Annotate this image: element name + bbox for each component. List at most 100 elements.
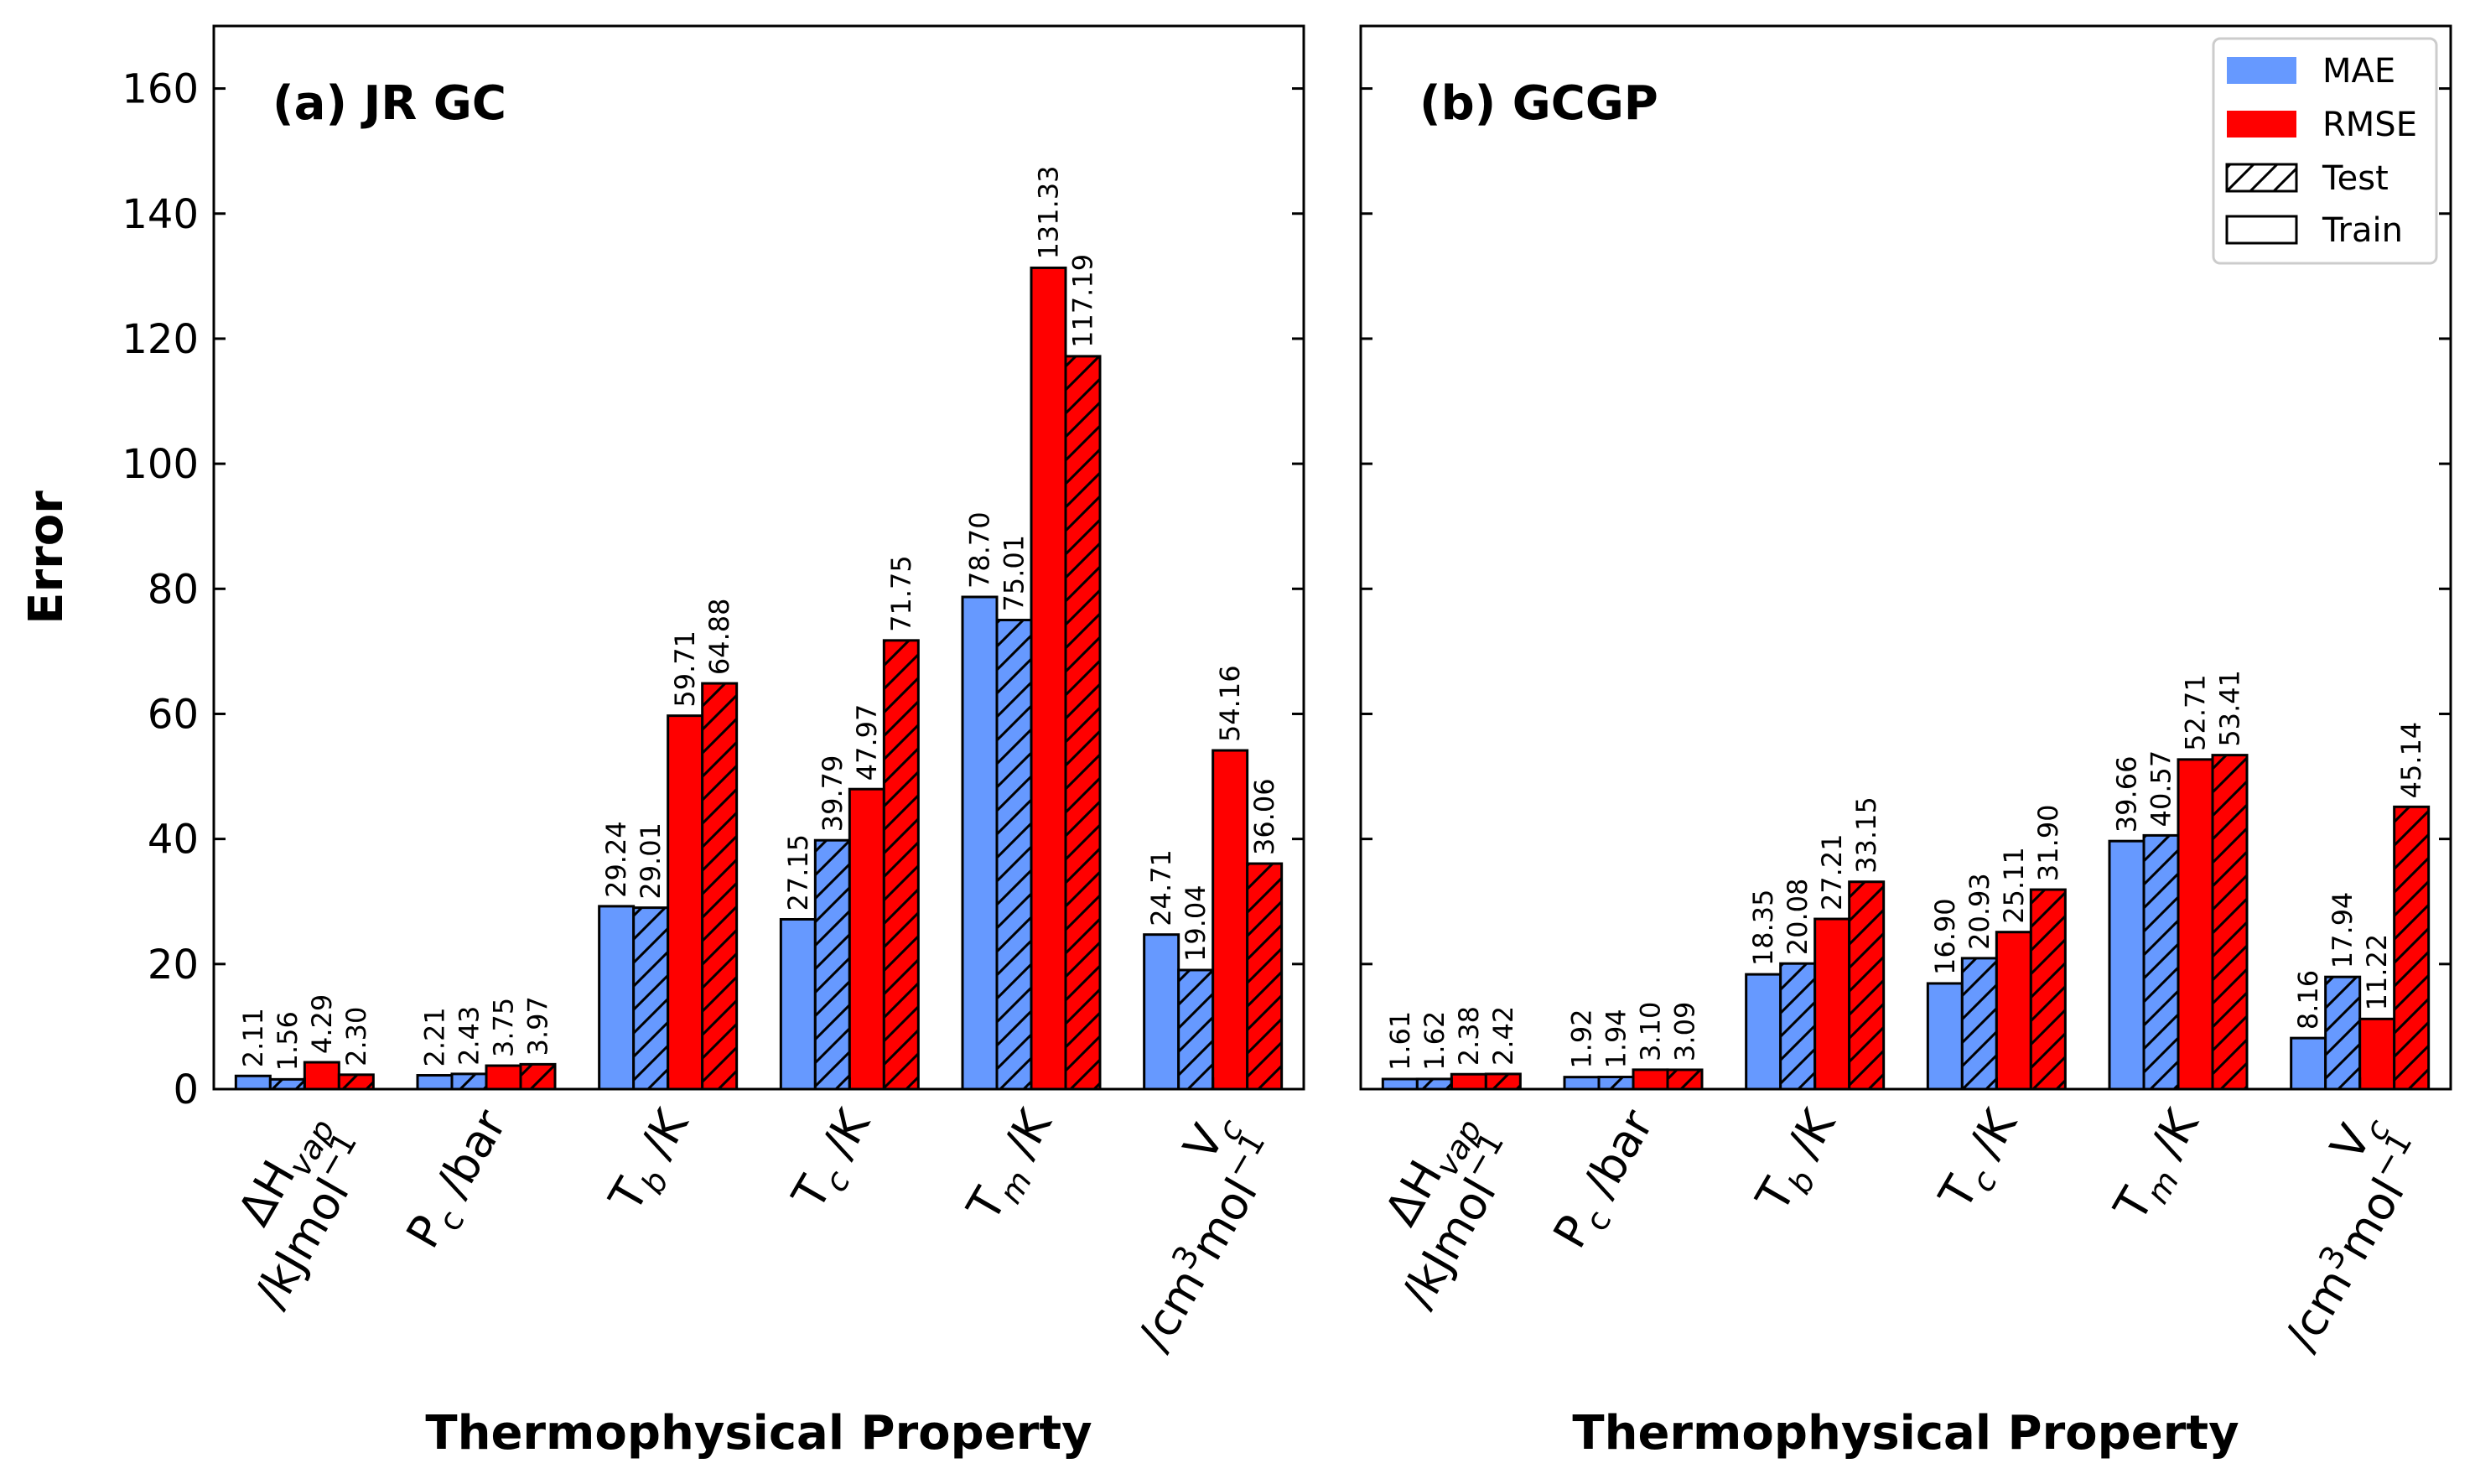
data-label: 36.06 bbox=[1248, 778, 1280, 855]
bar-rmse-train bbox=[1450, 1072, 1487, 1091]
bar-rmse-train bbox=[1813, 917, 1851, 1091]
data-label: 64.88 bbox=[703, 598, 735, 675]
bar-hatch-mae-test bbox=[1780, 963, 1815, 1089]
bar-hatch-mae-test bbox=[1962, 957, 1997, 1089]
data-label: 3.97 bbox=[522, 996, 554, 1056]
data-label: 2.38 bbox=[1453, 1006, 1485, 1066]
legend-label-mae: MAE bbox=[2322, 52, 2395, 91]
data-label: 1.61 bbox=[1384, 1011, 1416, 1071]
legend-label-rmse: RMSE bbox=[2322, 106, 2417, 144]
bar-hatch-rmse-test bbox=[1486, 1073, 1521, 1089]
panel-title: (a) JR GC bbox=[272, 76, 506, 131]
bar-hatch-mae-test bbox=[270, 1079, 305, 1089]
bar-hatch-mae-test bbox=[633, 907, 668, 1089]
data-label: 11.22 bbox=[2361, 934, 2393, 1011]
data-label: 47.97 bbox=[851, 704, 883, 781]
bar-hatch-rmse-test bbox=[884, 640, 919, 1089]
y-tick-label: 80 bbox=[148, 566, 199, 613]
data-label: 27.15 bbox=[782, 834, 814, 911]
data-label: 40.57 bbox=[2146, 750, 2177, 828]
data-label: 2.43 bbox=[454, 1006, 485, 1066]
data-label: 2.11 bbox=[237, 1008, 269, 1067]
data-label: 75.01 bbox=[999, 535, 1030, 612]
data-label: 2.21 bbox=[419, 1007, 451, 1066]
data-label: 20.93 bbox=[1964, 873, 1995, 950]
bar-mae-train bbox=[416, 1074, 454, 1091]
bar-hatch-rmse-test bbox=[1066, 355, 1100, 1089]
data-label: 2.42 bbox=[1487, 1006, 1519, 1066]
y-axis-title: Error bbox=[19, 490, 74, 625]
data-label: 117.19 bbox=[1067, 254, 1099, 348]
bar-mae-train bbox=[779, 917, 817, 1091]
bar-hatch-mae-test bbox=[997, 620, 1031, 1089]
bar-mae-train bbox=[1143, 933, 1180, 1091]
bar-rmse-train bbox=[485, 1064, 522, 1091]
legend: MAE RMSE Test Train bbox=[2212, 37, 2438, 265]
bar-hatch-rmse-test bbox=[702, 683, 737, 1089]
bar-hatch-rmse-test bbox=[2394, 807, 2429, 1089]
bar-hatch-rmse-test bbox=[1247, 864, 1282, 1089]
bar-rmse-train bbox=[2358, 1017, 2396, 1091]
y-tick-label: 100 bbox=[122, 441, 199, 488]
data-label: 1.94 bbox=[1601, 1009, 1632, 1068]
bar-mae-train bbox=[1926, 982, 1964, 1091]
bar-rmse-train bbox=[2177, 758, 2214, 1091]
data-label: 20.08 bbox=[1782, 879, 1813, 956]
data-label: 59.71 bbox=[669, 630, 701, 708]
bar-hatch-rmse-test bbox=[2213, 755, 2247, 1089]
data-label: 1.92 bbox=[1566, 1009, 1598, 1068]
legend-label-train: Train bbox=[2322, 211, 2403, 250]
data-label: 52.71 bbox=[2180, 674, 2212, 751]
y-tick-label: 0 bbox=[173, 1066, 199, 1113]
bar-hatch-rmse-test bbox=[2031, 890, 2066, 1089]
data-label: 39.66 bbox=[2111, 756, 2143, 833]
bar-rmse-train bbox=[1212, 749, 1249, 1091]
data-label: 1.56 bbox=[272, 1011, 304, 1071]
x-axis-title: Thermophysical Property bbox=[1572, 1406, 2239, 1461]
bar-hatch-mae-test bbox=[1599, 1077, 1633, 1089]
y-tick-label: 160 bbox=[122, 66, 199, 113]
bar-mae-train bbox=[2108, 839, 2146, 1091]
data-label: 18.35 bbox=[1747, 890, 1779, 967]
data-label: 29.24 bbox=[600, 821, 632, 898]
bar-mae-train bbox=[1745, 973, 1782, 1091]
data-label: 3.10 bbox=[1635, 1002, 1667, 1061]
data-label: 53.41 bbox=[2214, 670, 2246, 747]
data-label: 54.16 bbox=[1214, 665, 1246, 742]
bar-mae-train bbox=[234, 1074, 272, 1091]
bar-hatch-mae-test bbox=[2325, 977, 2360, 1089]
data-label: 131.33 bbox=[1033, 165, 1065, 259]
data-label: 71.75 bbox=[885, 555, 917, 632]
y-tick-label: 120 bbox=[122, 316, 199, 363]
legend-box bbox=[2212, 37, 2438, 265]
data-label: 33.15 bbox=[1850, 796, 1882, 874]
data-label: 8.16 bbox=[2292, 970, 2324, 1030]
x-axis-title: Thermophysical Property bbox=[425, 1406, 1092, 1461]
plot-frame bbox=[212, 24, 1305, 1091]
plot-frame bbox=[1359, 24, 2452, 1091]
data-label: 39.79 bbox=[817, 755, 848, 833]
data-label: 31.90 bbox=[2032, 804, 2064, 881]
data-label: 27.21 bbox=[1816, 833, 1848, 911]
data-label: 45.14 bbox=[2395, 722, 2427, 799]
bar-rmse-train bbox=[848, 787, 885, 1091]
bar-rmse-train bbox=[1030, 266, 1067, 1091]
bar-mae-train bbox=[1381, 1077, 1419, 1091]
bar-hatch-rmse-test bbox=[1668, 1069, 1702, 1089]
bar-rmse-train bbox=[1632, 1068, 1669, 1091]
data-label: 25.11 bbox=[1998, 847, 2030, 924]
bar-mae-train bbox=[1563, 1076, 1601, 1091]
legend-swatch-train bbox=[2225, 215, 2298, 245]
y-tick-label: 60 bbox=[148, 691, 199, 738]
data-label: 3.09 bbox=[1669, 1002, 1701, 1061]
y-tick-label: 20 bbox=[148, 942, 199, 988]
bar-hatch-mae-test bbox=[2144, 835, 2178, 1089]
bar-mae-train bbox=[598, 905, 636, 1091]
bar-mae-train bbox=[2290, 1036, 2327, 1091]
data-label: 1.62 bbox=[1419, 1011, 1450, 1071]
bar-rmse-train bbox=[1995, 931, 2032, 1091]
bar-hatch-rmse-test bbox=[339, 1074, 374, 1089]
bar-rmse-train bbox=[667, 714, 704, 1091]
data-label: 78.70 bbox=[964, 511, 996, 589]
